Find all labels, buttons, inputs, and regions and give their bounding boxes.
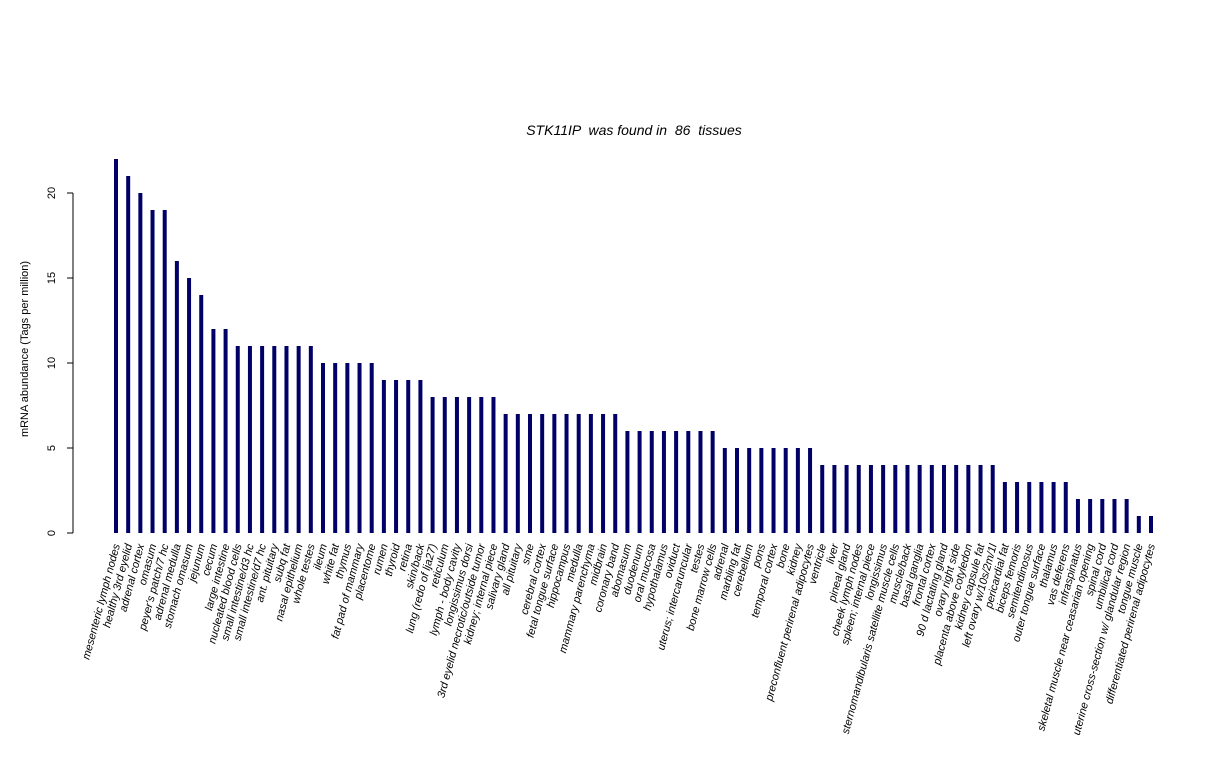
bar [601,414,606,533]
bar [1100,499,1105,533]
bar [138,193,143,533]
bar [759,448,764,533]
bar [844,465,849,533]
bar [868,465,873,533]
bar [503,414,508,533]
bar [406,380,411,533]
bar [430,397,435,533]
bar [954,465,959,533]
bar [661,431,666,533]
bar [333,363,338,533]
bar [454,397,459,533]
bar [808,448,813,533]
bar [893,465,898,533]
bar [284,346,289,533]
bar [174,261,179,533]
bar [625,431,630,533]
bar [1136,516,1141,533]
bar [1075,499,1080,533]
bar [467,397,472,533]
bar [442,397,447,533]
bar [1112,499,1117,533]
bar [1002,482,1007,533]
bar [698,431,703,533]
bar [1015,482,1020,533]
bar [418,380,423,533]
y-axis-label: mRNA abundance (Tags per million) [19,261,31,437]
bar [966,465,971,533]
bar [905,465,910,533]
bar [613,414,618,533]
bar [211,329,216,533]
bar [515,414,520,533]
bar [795,448,800,533]
bar [929,465,934,533]
bar [272,346,277,533]
bar [260,346,265,533]
bar [1039,482,1044,533]
y-tick-label: 0 [46,530,58,536]
bar [820,465,825,533]
bar [1051,482,1056,533]
y-tick-label: 20 [46,187,58,199]
bar [114,159,118,533]
bar [881,465,886,533]
bar [491,397,496,533]
bar [588,414,593,533]
bar [296,346,301,533]
bar [735,448,739,533]
bar [564,414,569,533]
chart-title: STK11IP was found in 86 tissues [526,122,742,138]
bar [942,465,946,533]
bar [990,465,995,533]
bar [150,210,155,533]
bar [381,380,386,533]
bar [856,465,861,533]
bar [162,210,167,533]
x-tick-label: sme [520,543,537,566]
bar [747,448,752,533]
x-tick-label: liver [824,541,841,565]
bar [187,278,192,533]
bar [771,448,776,533]
bar [345,363,350,533]
bar [649,431,654,533]
y-tick-label: 10 [46,357,58,369]
bar [832,465,837,533]
bar [783,448,788,533]
bar [1088,499,1093,533]
bar [394,380,399,533]
bar [1124,499,1129,533]
bar [710,431,715,533]
bar [576,414,581,533]
y-tick-label: 5 [46,445,58,451]
bar [321,363,325,533]
bar [978,465,983,533]
bar [223,329,228,533]
bar [917,465,922,533]
bar [540,414,545,533]
bar [637,431,642,533]
bar [308,346,313,533]
bar [247,346,252,533]
bar [199,295,204,533]
bar [674,431,679,533]
bar [369,363,374,533]
bar [126,176,131,533]
bar [357,363,362,533]
y-tick-label: 15 [46,272,58,284]
bar [1027,482,1032,533]
bar [479,397,484,533]
bar [722,448,727,533]
bar [552,414,557,533]
bar [235,346,240,533]
bar [1063,482,1068,533]
bar [686,431,691,533]
bar [528,414,532,533]
bar [1149,516,1153,533]
